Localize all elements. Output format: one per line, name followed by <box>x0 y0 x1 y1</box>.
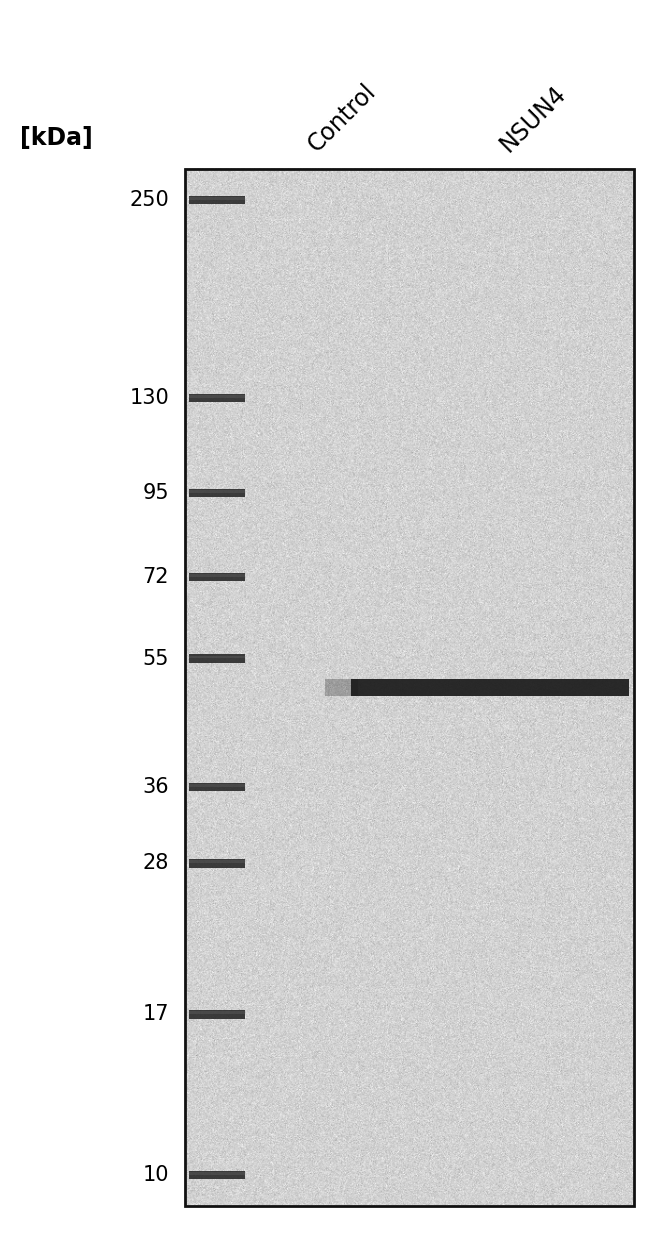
Bar <box>188 195 245 204</box>
Bar <box>188 395 245 398</box>
Bar <box>325 680 358 695</box>
Text: 72: 72 <box>142 568 169 588</box>
Bar <box>188 572 245 581</box>
Text: 250: 250 <box>129 190 169 210</box>
Bar <box>185 169 634 1206</box>
Text: 10: 10 <box>142 1165 169 1185</box>
Text: 95: 95 <box>142 482 169 502</box>
Text: [kDa]: [kDa] <box>20 126 92 150</box>
Bar <box>188 198 245 200</box>
Bar <box>188 1010 245 1019</box>
Bar <box>188 860 245 862</box>
Text: 130: 130 <box>129 388 169 408</box>
Bar <box>188 1011 245 1014</box>
Bar <box>188 654 245 662</box>
Bar <box>188 394 245 402</box>
Bar <box>188 655 245 659</box>
Bar <box>188 490 245 492</box>
Text: 17: 17 <box>142 1004 169 1024</box>
Text: Control: Control <box>303 79 381 156</box>
Bar <box>188 574 245 576</box>
Text: NSUN4: NSUN4 <box>495 81 571 156</box>
Bar <box>351 680 629 695</box>
Text: 36: 36 <box>142 778 169 798</box>
Bar <box>188 859 245 868</box>
Bar <box>188 489 245 498</box>
Bar <box>188 1170 245 1180</box>
Bar <box>188 782 245 791</box>
Bar <box>188 1172 245 1175</box>
Text: 28: 28 <box>142 854 169 874</box>
Bar <box>188 784 245 786</box>
Text: 55: 55 <box>142 649 169 669</box>
